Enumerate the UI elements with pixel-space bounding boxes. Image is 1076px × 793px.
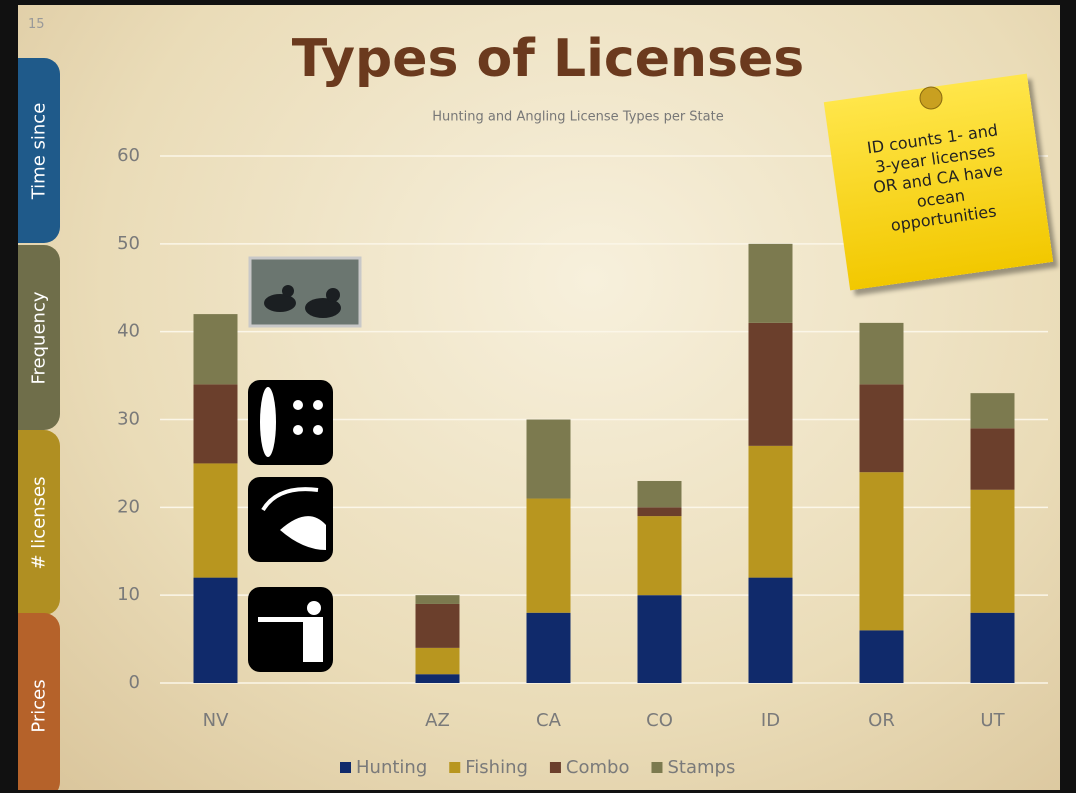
bar-segment xyxy=(416,595,460,604)
x-tick-label: UT xyxy=(980,710,1005,731)
bar-segment xyxy=(749,323,793,446)
bar-segment xyxy=(749,244,793,323)
bar-segment xyxy=(416,674,460,683)
bar-segment xyxy=(416,604,460,648)
x-tick-label: CA xyxy=(536,710,562,731)
pin xyxy=(916,83,946,113)
x-tick-label: AZ xyxy=(425,710,450,731)
bar-segment xyxy=(194,578,238,683)
bar-segment xyxy=(527,613,571,683)
bar-segment xyxy=(638,516,682,595)
legend-label: Hunting xyxy=(356,757,427,778)
legend-swatch xyxy=(550,762,561,773)
bar-segment xyxy=(527,420,571,499)
y-tick-label: 20 xyxy=(117,496,140,517)
slide: 15 Time since Frequency # licenses Price… xyxy=(18,5,1060,790)
bar-segment xyxy=(527,499,571,613)
y-tick-label: 40 xyxy=(117,321,140,342)
bar-segment xyxy=(638,595,682,683)
bar-segment xyxy=(749,578,793,683)
x-tick-label: ID xyxy=(761,710,780,731)
bar-segment xyxy=(860,384,904,472)
bar-segment xyxy=(860,472,904,630)
bar-segment xyxy=(638,481,682,507)
chart-subtitle: Hunting and Angling License Types per St… xyxy=(432,110,723,125)
photo xyxy=(250,258,360,326)
legend-swatch xyxy=(651,762,662,773)
legend-swatch xyxy=(340,762,351,773)
y-tick-label: 50 xyxy=(117,233,140,254)
legend-label: Fishing xyxy=(465,757,528,778)
page: 15 Time since Frequency # licenses Price… xyxy=(0,0,1076,793)
bar-segment xyxy=(971,428,1015,489)
y-tick-label: 30 xyxy=(117,409,140,430)
bar-segment xyxy=(749,446,793,578)
bar-segment xyxy=(860,630,904,683)
bar-segment xyxy=(194,384,238,463)
bar-segment xyxy=(971,490,1015,613)
bar-segment xyxy=(194,314,238,384)
y-tick-label: 60 xyxy=(117,145,140,166)
y-tick-label: 10 xyxy=(117,584,140,605)
legend-swatch xyxy=(449,762,460,773)
chart-title: Types of Licenses xyxy=(292,29,804,89)
x-tick-label: CO xyxy=(646,710,673,731)
y-tick-label: 0 xyxy=(129,672,140,693)
bar-segment xyxy=(194,463,238,577)
bar-segment xyxy=(860,323,904,384)
x-tick-label: OR xyxy=(868,710,895,731)
icon-hunting xyxy=(248,587,333,672)
bar-segment xyxy=(971,613,1015,683)
bar-segment xyxy=(971,393,1015,428)
x-tick-label: NV xyxy=(203,710,229,731)
legend-label: Stamps xyxy=(667,757,735,778)
legend-label: Combo xyxy=(566,757,630,778)
bar-segment xyxy=(416,648,460,674)
bar-segment xyxy=(638,507,682,516)
icon-fishing xyxy=(248,380,333,465)
icon-angling xyxy=(248,477,333,562)
